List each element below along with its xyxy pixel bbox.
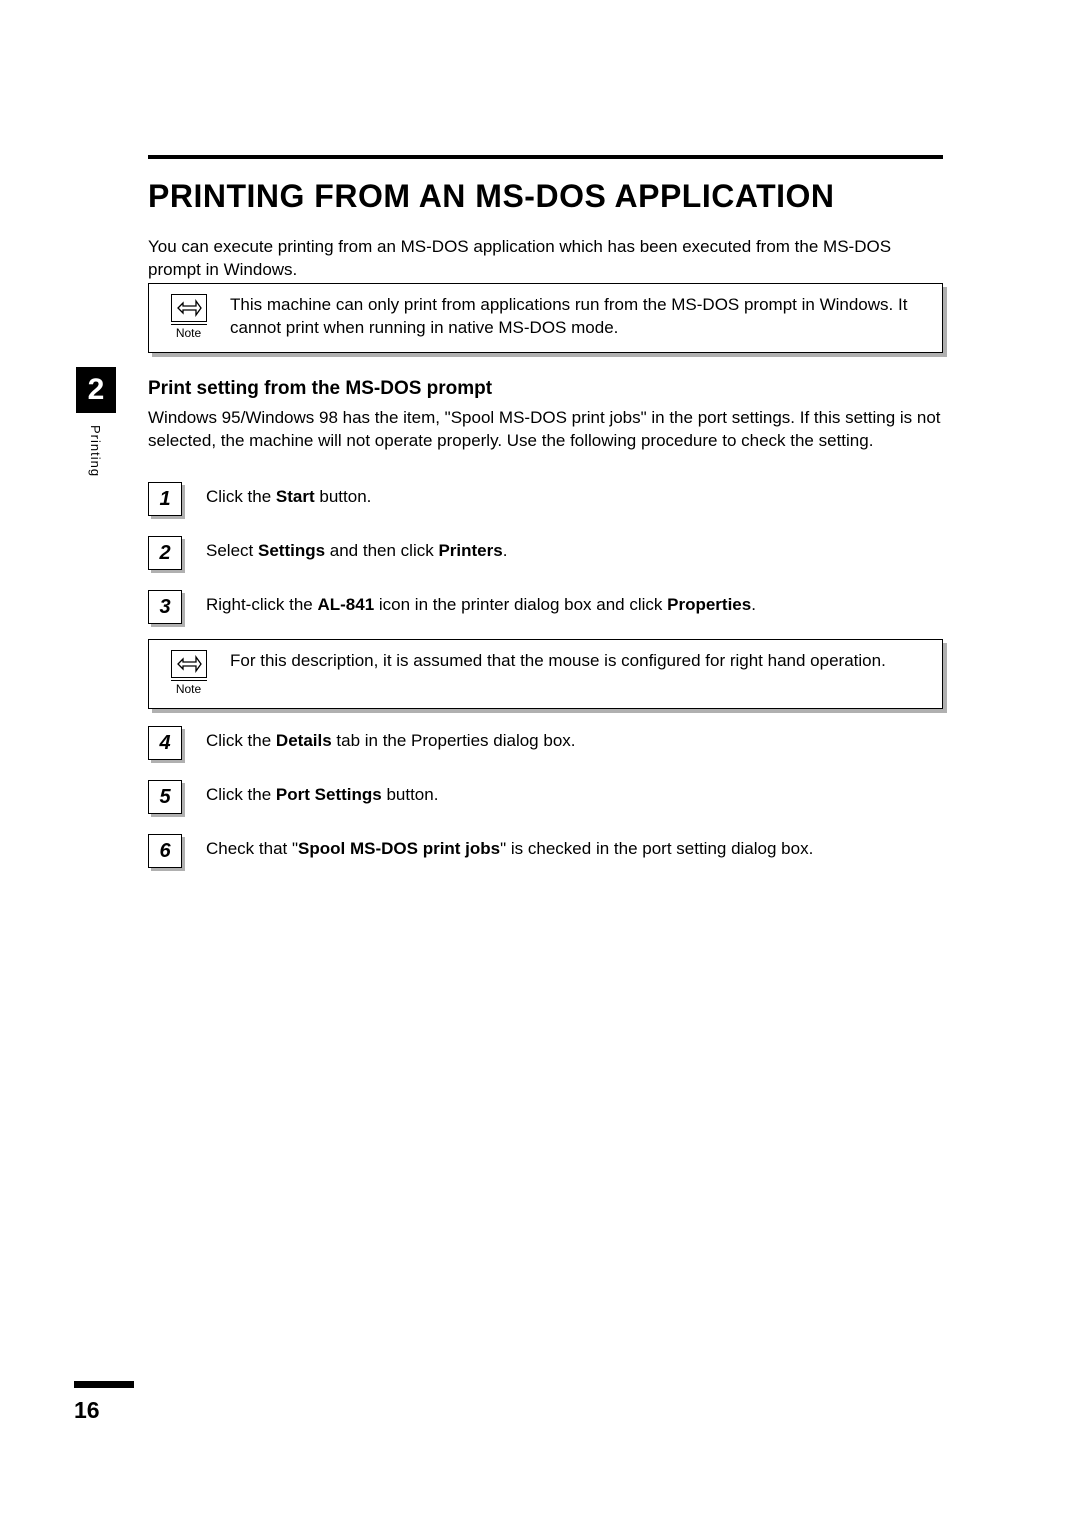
note-label: Note [176,326,201,340]
top-rule [148,155,943,159]
step-text-mid: icon in the printer dialog box and click [374,595,667,614]
step-number: 1 [148,482,182,516]
page-number-bar [74,1381,134,1388]
note-text: This machine can only print from applica… [230,292,930,340]
step-text-bold2: Printers [438,541,502,560]
step-text-pre: Click the [206,785,276,804]
step-text-bold: Spool MS-DOS print jobs [298,839,500,858]
step-number-box: 4 [148,726,184,762]
step-number-box: 2 [148,536,184,572]
note-icon-column: Note [161,648,216,696]
step-number: 5 [148,780,182,814]
chapter-number: 2 [88,373,105,407]
note-text: For this description, it is assumed that… [230,648,930,673]
step-text-bold: Settings [258,541,325,560]
step-1: 1 Click the Start button. [148,482,943,518]
note-icon-rule [171,324,207,325]
step-number: 2 [148,536,182,570]
step-number: 4 [148,726,182,760]
step-2: 2 Select Settings and then click Printer… [148,536,943,572]
step-number-box: 1 [148,482,184,518]
step-text-bold: AL-841 [317,595,374,614]
step-text-post: button. [315,487,372,506]
note-box-1: Note This machine can only print from ap… [148,283,943,353]
side-label: Printing [88,425,103,477]
step-text-pre: Click the [206,487,276,506]
note-icon-column: Note [161,292,216,340]
step-text: Select Settings and then click Printers. [206,536,943,563]
note-icon-rule [171,680,207,681]
note-inner: Note This machine can only print from ap… [148,283,943,353]
step-number-box: 6 [148,834,184,870]
note-inner: Note For this description, it is assumed… [148,639,943,709]
step-5: 5 Click the Port Settings button. [148,780,943,816]
chapter-tab: 2 [76,367,116,413]
step-text-post: . [503,541,508,560]
step-6: 6 Check that "Spool MS-DOS print jobs" i… [148,834,943,870]
step-3: 3 Right-click the AL-841 icon in the pri… [148,590,943,626]
step-text-pre: Select [206,541,258,560]
subheading: Print setting from the MS-DOS prompt [148,378,492,400]
step-text-bold: Details [276,731,332,750]
step-text-post: . [751,595,756,614]
step-text-bold2: Properties [667,595,751,614]
sub-description: Windows 95/Windows 98 has the item, "Spo… [148,407,943,453]
step-text: Click the Port Settings button. [206,780,943,807]
page-title: PRINTING FROM AN MS-DOS APPLICATION [148,178,835,215]
note-icon [171,650,207,678]
step-number-box: 3 [148,590,184,626]
step-text-pre: Right-click the [206,595,317,614]
note-icon [171,294,207,322]
step-text-pre: Click the [206,731,276,750]
step-text: Click the Details tab in the Properties … [206,726,943,753]
step-text-post: button. [382,785,439,804]
note-label: Note [176,682,201,696]
step-text-post: tab in the Properties dialog box. [332,731,576,750]
step-number-box: 5 [148,780,184,816]
step-text-post: " is checked in the port setting dialog … [500,839,813,858]
step-number: 3 [148,590,182,624]
step-4: 4 Click the Details tab in the Propertie… [148,726,943,762]
step-text: Click the Start button. [206,482,943,509]
step-text: Check that "Spool MS-DOS print jobs" is … [206,834,943,861]
page-number: 16 [74,1397,100,1424]
intro-paragraph: You can execute printing from an MS-DOS … [148,236,943,282]
step-text-bold: Port Settings [276,785,382,804]
step-text-bold: Start [276,487,315,506]
step-text: Right-click the AL-841 icon in the print… [206,590,943,617]
note-box-2: Note For this description, it is assumed… [148,639,943,709]
step-text-mid: and then click [325,541,438,560]
step-text-pre: Check that " [206,839,298,858]
step-number: 6 [148,834,182,868]
